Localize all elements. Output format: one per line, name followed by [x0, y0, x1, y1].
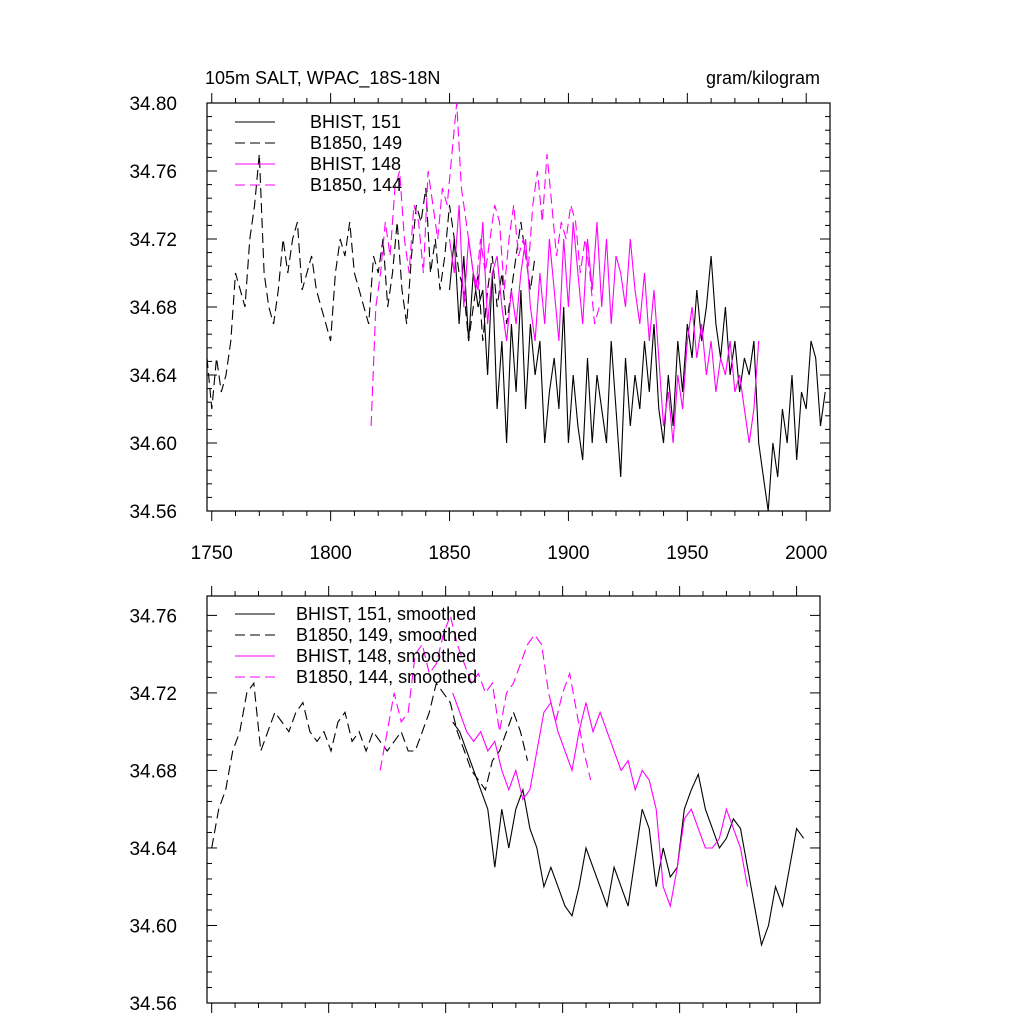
series-line	[211, 681, 529, 849]
y-tick-label: 34.72	[129, 684, 177, 705]
plot-frame	[206, 595, 821, 1004]
y-tick-label: 34.64	[129, 366, 177, 387]
figure-title: 105m SALT, WPAC_18S-18N	[205, 68, 440, 89]
x-tick-label: 2000	[785, 543, 827, 564]
legend-label: BHIST, 151	[310, 112, 401, 132]
y-tick-label: 34.68	[129, 298, 177, 319]
y-tick-label: 34.56	[129, 994, 177, 1015]
y-tick-label: 34.56	[129, 502, 177, 523]
y-tick-label: 34.64	[129, 839, 177, 860]
x-tick-label: 1900	[547, 543, 589, 564]
lower-plot: 34.56 34.60 34.64 34.68 34.72 34.76 BHIST, 151…	[129, 586, 821, 1015]
x-tick-label: 1800	[310, 543, 352, 564]
legend-label: BHIST, 151, smoothed	[296, 604, 476, 624]
series-line	[452, 692, 749, 909]
legend-label: BHIST, 148, smoothed	[296, 646, 476, 666]
series-line	[370, 102, 600, 427]
legend-label: B1850, 149, smoothed	[296, 625, 477, 645]
legend-label: B1850, 144, smoothed	[296, 667, 477, 687]
y-tick-label: 34.60	[129, 916, 177, 937]
y-tick-label: 34.72	[129, 230, 177, 251]
legend-label: B1850, 149	[310, 133, 402, 153]
legend-label: B1850, 144	[310, 175, 402, 195]
x-tick-label: 1750	[191, 543, 233, 564]
upper-plot: 34.56 34.60 34.64 34.68 34.72 34.76 34.80 1750 1…	[129, 93, 831, 564]
x-tick-label: 1850	[428, 543, 470, 564]
series-line	[448, 238, 826, 512]
plot-frame	[206, 102, 831, 512]
figure-units: gram/kilogram	[706, 68, 820, 88]
y-tick-label: 34.76	[129, 162, 177, 183]
y-tick-label: 34.76	[129, 606, 177, 627]
series-line	[206, 153, 536, 410]
series-line	[448, 204, 760, 444]
legend-label: BHIST, 148	[310, 154, 401, 174]
y-tick-label: 34.68	[129, 761, 177, 782]
series-line	[452, 721, 805, 948]
y-tick-label: 34.80	[129, 94, 177, 115]
x-tick-label: 1950	[666, 543, 708, 564]
y-tick-label: 34.60	[129, 434, 177, 455]
